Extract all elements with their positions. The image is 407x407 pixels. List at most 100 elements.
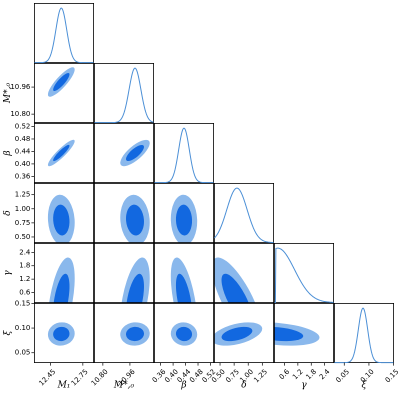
y-tick-label-gamma: 0.6 — [19, 289, 31, 297]
x-axis-label-beta: β — [180, 381, 186, 391]
x-tick-label-gamma: 0.6 — [278, 367, 292, 381]
x-tick-label-M1: 12.45 — [38, 368, 58, 388]
joint-panel-Mstar0-delta — [94, 182, 155, 243]
joint-panel-beta-gamma — [153, 242, 214, 303]
joint-contours — [47, 322, 75, 346]
x-axis-label-Mstar0: M*,₀ — [113, 381, 135, 391]
joint-contours — [47, 67, 75, 97]
y-axis-label-Mstar0: M*,₀ — [3, 83, 13, 105]
x-axis-label-M1: M₁ — [57, 381, 71, 391]
y-tick-label-beta: 0.44 — [15, 147, 31, 155]
y-axis-label-gamma: γ — [3, 270, 13, 276]
marginal-curve-beta — [154, 127, 214, 184]
x-axis-label-xi: ξ — [362, 381, 368, 391]
contour-1sigma — [125, 326, 144, 342]
joint-panel-beta-xi — [153, 302, 214, 363]
panel-frame — [213, 242, 274, 303]
y-tick-label-beta: 0.52 — [15, 123, 31, 131]
joint-panel-Mstar0-beta — [94, 123, 155, 184]
contour-1sigma — [175, 326, 193, 342]
x-axis-label-gamma: γ — [301, 381, 307, 391]
panel-frame — [213, 302, 274, 363]
joint-contours — [170, 257, 198, 303]
joint-panel-M1-xi — [34, 302, 95, 363]
panel-frame — [34, 123, 95, 184]
panel-frame — [94, 302, 155, 363]
y-tick-label-gamma: 1.8 — [19, 262, 30, 270]
joint-contours — [120, 139, 150, 167]
x-tick-label-gamma: 1.2 — [291, 368, 305, 382]
joint-panel-gamma-xi — [273, 302, 334, 363]
joint-contours — [170, 194, 198, 243]
panel-frame — [153, 182, 214, 243]
x-tick-label-gamma: 1.8 — [305, 368, 319, 382]
y-tick-label-xi: 0.15 — [15, 299, 31, 307]
marginal-panel-gamma — [273, 242, 334, 304]
marginal-panel-delta — [213, 182, 274, 244]
contour-1sigma — [53, 273, 70, 303]
y-tick-label-delta: 1.00 — [15, 205, 31, 213]
marginal-curve-Mstar0 — [94, 67, 154, 124]
joint-contours — [47, 194, 75, 243]
panel-frame — [94, 123, 155, 184]
contour-1sigma — [53, 73, 70, 92]
y-tick-label-delta: 1.25 — [15, 191, 31, 199]
marginal-panel-xi — [333, 302, 394, 364]
contour-1sigma — [221, 273, 253, 303]
marginal-curve-xi — [334, 307, 394, 364]
joint-panel-M1-delta — [34, 182, 95, 243]
joint-contours — [214, 257, 263, 303]
joint-panel-M1-gamma — [34, 242, 95, 303]
y-tick-label-beta: 0.36 — [15, 172, 31, 180]
marginal-curve-gamma — [274, 247, 334, 304]
x-tick-label-delta: 1.25 — [252, 368, 269, 385]
panel-frame — [34, 63, 95, 124]
joint-contours — [214, 322, 263, 346]
panel-frame — [273, 242, 334, 303]
contour-1sigma — [125, 204, 144, 236]
joint-contours — [120, 322, 150, 346]
contour-1sigma — [175, 204, 193, 236]
y-tick-label-delta: 0.50 — [15, 233, 31, 241]
joint-contours — [120, 257, 150, 303]
joint-panel-Mstar0-gamma — [94, 242, 155, 303]
joint-panel-beta-delta — [153, 182, 214, 243]
contour-1sigma — [53, 144, 70, 162]
panel-frame — [153, 123, 214, 184]
panel-frame — [94, 182, 155, 243]
panel-frame — [273, 302, 334, 363]
panel-frame — [153, 302, 214, 363]
panel-frame — [333, 302, 394, 363]
x-tick-label-Mstar0: 10.80 — [90, 368, 110, 388]
y-tick-label-delta: 0.75 — [15, 219, 31, 227]
joint-contours — [47, 139, 75, 167]
y-axis-label-beta: β — [3, 150, 13, 156]
contour-1sigma — [175, 273, 193, 303]
joint-contours — [170, 322, 198, 346]
panel-frame — [213, 182, 274, 243]
contour-1sigma — [221, 326, 253, 342]
joint-panel-Mstar0-xi — [94, 302, 155, 363]
x-tick-label-gamma: 2.4 — [318, 367, 332, 381]
y-tick-label-gamma: 2.4 — [19, 248, 31, 256]
panel-frame — [34, 3, 95, 64]
joint-contours — [274, 322, 320, 346]
marginal-curve-delta — [214, 187, 274, 244]
x-axis-label-delta: δ — [241, 381, 246, 391]
contour-1sigma — [125, 144, 144, 162]
y-tick-label-beta: 0.48 — [15, 135, 31, 143]
y-axis-label-xi: ξ — [3, 329, 13, 335]
y-tick-label-beta: 0.40 — [15, 160, 31, 168]
marginal-panel-M1 — [34, 3, 95, 64]
x-tick-label-delta: 0.75 — [224, 368, 241, 385]
panel-frame — [94, 242, 155, 303]
y-tick-label-gamma: 1.2 — [19, 275, 30, 283]
y-tick-label-xi: 0.10 — [15, 324, 31, 332]
y-tick-label-Mstar0: 10.96 — [10, 83, 31, 91]
joint-panel-delta-xi — [213, 302, 274, 363]
joint-contours — [120, 194, 150, 243]
contour-1sigma — [53, 326, 70, 342]
y-axis-label-delta: δ — [3, 210, 13, 215]
y-tick-label-xi: 0.05 — [15, 349, 31, 357]
marginal-panel-Mstar0 — [94, 63, 155, 124]
